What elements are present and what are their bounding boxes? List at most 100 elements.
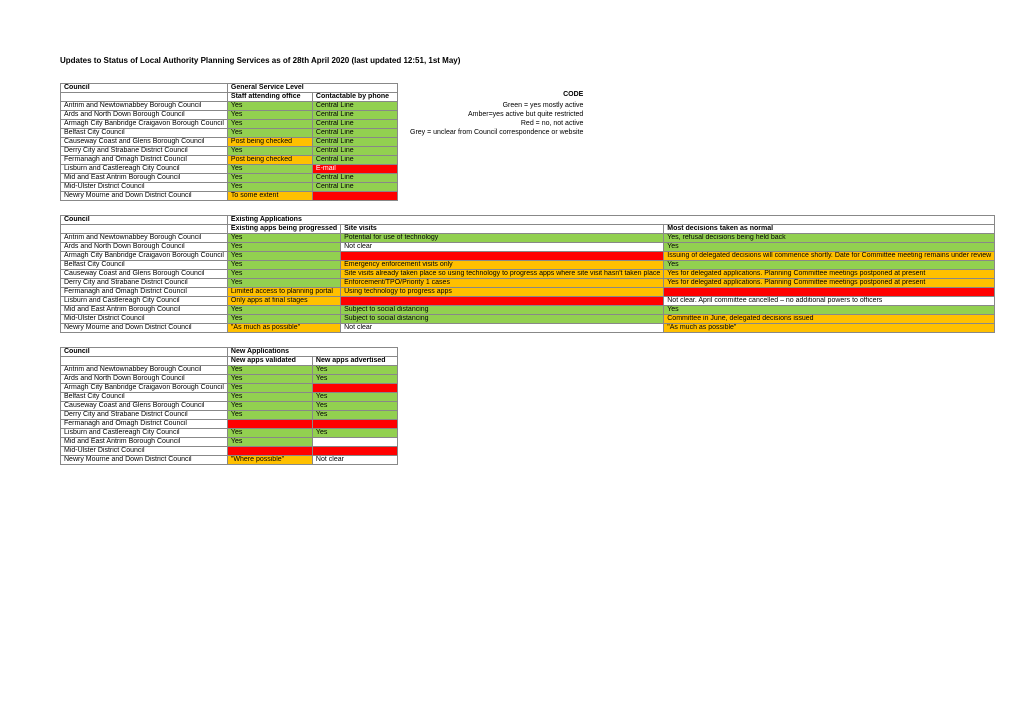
status-cell: To some extent bbox=[227, 192, 312, 201]
table-row: Antrim and Newtownabbey Borough CouncilY… bbox=[61, 366, 398, 375]
council-name: Mid and East Antrim Borough Council bbox=[61, 174, 228, 183]
status-cell: Subject to social distancing bbox=[341, 315, 664, 324]
status-cell: E-mail bbox=[312, 165, 397, 174]
status-cell: Yes bbox=[227, 375, 312, 384]
status-cell: Not clear bbox=[312, 456, 397, 465]
status-cell: Central Line bbox=[312, 111, 397, 120]
table-row: Lisburn and Castlereagh City CouncilYesE… bbox=[61, 165, 398, 174]
status-cell: Site visits already taken place so using… bbox=[341, 270, 664, 279]
status-cell bbox=[227, 420, 312, 429]
status-cell: Subject to social distancing bbox=[341, 306, 664, 315]
status-cell: Emergency enforcement visits only bbox=[341, 261, 664, 270]
status-cell bbox=[312, 447, 397, 456]
status-cell: Central Line bbox=[312, 138, 397, 147]
status-cell: Yes bbox=[227, 120, 312, 129]
table-row: Causeway Coast and Glens Borough Council… bbox=[61, 402, 398, 411]
status-cell: Yes bbox=[312, 402, 397, 411]
council-name: Mid and East Antrim Borough Council bbox=[61, 306, 228, 315]
table-existing-apps: Council Existing Applications Existing a… bbox=[60, 215, 995, 333]
table-row: Fermanagh and Omagh District CouncilLimi… bbox=[61, 288, 995, 297]
status-cell: Yes bbox=[227, 393, 312, 402]
council-name: Derry City and Strabane District Council bbox=[61, 147, 228, 156]
council-name: Lisburn and Castlereagh City Council bbox=[61, 297, 228, 306]
council-name: Causeway Coast and Glens Borough Council bbox=[61, 402, 228, 411]
table-row: Fermanagh and Omagh District CouncilPost… bbox=[61, 156, 398, 165]
status-cell: Yes bbox=[227, 174, 312, 183]
council-name: Armagh City Banbridge Craigavon Borough … bbox=[61, 120, 228, 129]
table-row: Lisburn and Castlereagh City CouncilYesY… bbox=[61, 429, 398, 438]
status-cell: Yes bbox=[227, 315, 340, 324]
council-name: Fermanagh and Omagh District Council bbox=[61, 420, 228, 429]
status-cell: Post being checked bbox=[227, 156, 312, 165]
council-name: Lisburn and Castlereagh City Council bbox=[61, 165, 228, 174]
status-cell: Yes bbox=[227, 279, 340, 288]
council-name: Ards and North Down Borough Council bbox=[61, 111, 228, 120]
table-row: Newry Mourne and Down District CouncilTo… bbox=[61, 192, 398, 201]
table-row: Mid-Ulster District CouncilYesCentral Li… bbox=[61, 183, 398, 192]
council-name: Fermanagh and Omagh District Council bbox=[61, 288, 228, 297]
status-cell bbox=[312, 384, 397, 393]
status-cell: Yes, refusal decisions being held back bbox=[664, 234, 995, 243]
status-cell: Yes bbox=[227, 402, 312, 411]
legend-red: Red = no, not active bbox=[410, 119, 583, 128]
council-name: Lisburn and Castlereagh City Council bbox=[61, 429, 228, 438]
table-new-apps: Council New Applications New apps valida… bbox=[60, 347, 398, 465]
status-cell: Not clear bbox=[341, 324, 664, 333]
status-cell: Yes bbox=[227, 429, 312, 438]
status-cell: Yes bbox=[227, 111, 312, 120]
status-cell: Not clear. April committee cancelled – n… bbox=[664, 297, 995, 306]
legend-code: CODE bbox=[410, 90, 583, 99]
table-row: Mid-Ulster District Council bbox=[61, 447, 398, 456]
council-name: Causeway Coast and Glens Borough Council bbox=[61, 138, 228, 147]
council-name: Armagh City Banbridge Craigavon Borough … bbox=[61, 384, 228, 393]
table-row: Mid and East Antrim Borough CouncilYes bbox=[61, 438, 398, 447]
council-name: Fermanagh and Omagh District Council bbox=[61, 156, 228, 165]
table-row: Antrim and Newtownabbey Borough CouncilY… bbox=[61, 234, 995, 243]
status-cell: Yes bbox=[664, 243, 995, 252]
status-cell: Yes bbox=[227, 306, 340, 315]
status-cell: Yes bbox=[227, 366, 312, 375]
council-name: Derry City and Strabane District Council bbox=[61, 279, 228, 288]
status-cell: Central Line bbox=[312, 147, 397, 156]
status-cell: Post being checked bbox=[227, 138, 312, 147]
status-cell: Yes for delegated applications. Planning… bbox=[664, 270, 995, 279]
council-name: Belfast City Council bbox=[61, 261, 228, 270]
legend: CODE Green = yes mostly active Amber=yes… bbox=[410, 90, 583, 137]
header-council: Council bbox=[61, 348, 228, 357]
status-cell: Central Line bbox=[312, 174, 397, 183]
status-cell: Potential for use of technology bbox=[341, 234, 664, 243]
status-cell: Yes bbox=[227, 411, 312, 420]
status-cell: Enforcement/TPO/Priority 1 cases bbox=[341, 279, 664, 288]
status-cell bbox=[341, 252, 664, 261]
table-row: Mid-Ulster District CouncilYesSubject to… bbox=[61, 315, 995, 324]
status-cell: Issuing of delegated decisions will comm… bbox=[664, 252, 995, 261]
subheader: New apps validated bbox=[227, 357, 312, 366]
status-cell: Yes bbox=[227, 183, 312, 192]
status-cell: "As much as possible" bbox=[664, 324, 995, 333]
table-row: Causeway Coast and Glens Borough Council… bbox=[61, 138, 398, 147]
header-section: General Service Level bbox=[227, 84, 397, 93]
council-name: Mid and East Antrim Borough Council bbox=[61, 438, 228, 447]
council-name: Mid-Ulster District Council bbox=[61, 183, 228, 192]
table-row: Antrim and Newtownabbey Borough CouncilY… bbox=[61, 102, 398, 111]
subheader: Staff attending office bbox=[227, 93, 312, 102]
status-cell: "As much as possible" bbox=[227, 324, 340, 333]
status-cell: Yes bbox=[227, 234, 340, 243]
council-name: Ards and North Down Borough Council bbox=[61, 243, 228, 252]
status-cell: Not clear bbox=[341, 243, 664, 252]
status-cell: Yes bbox=[227, 438, 312, 447]
table-row: Newry Mourne and Down District Council"A… bbox=[61, 324, 995, 333]
status-cell: Yes for delegated applications. Planning… bbox=[664, 279, 995, 288]
council-name: Antrim and Newtownabbey Borough Council bbox=[61, 234, 228, 243]
status-cell bbox=[341, 297, 664, 306]
status-cell: Yes bbox=[312, 411, 397, 420]
table-row: Ards and North Down Borough CouncilYesYe… bbox=[61, 375, 398, 384]
table-row: Armagh City Banbridge Craigavon Borough … bbox=[61, 384, 398, 393]
status-cell: Yes bbox=[227, 384, 312, 393]
council-name: Antrim and Newtownabbey Borough Council bbox=[61, 102, 228, 111]
subheader: Contactable by phone bbox=[312, 93, 397, 102]
status-cell: Central Line bbox=[312, 120, 397, 129]
status-cell: Central Line bbox=[312, 183, 397, 192]
status-cell bbox=[312, 420, 397, 429]
table-row: Armagh City Banbridge Craigavon Borough … bbox=[61, 252, 995, 261]
